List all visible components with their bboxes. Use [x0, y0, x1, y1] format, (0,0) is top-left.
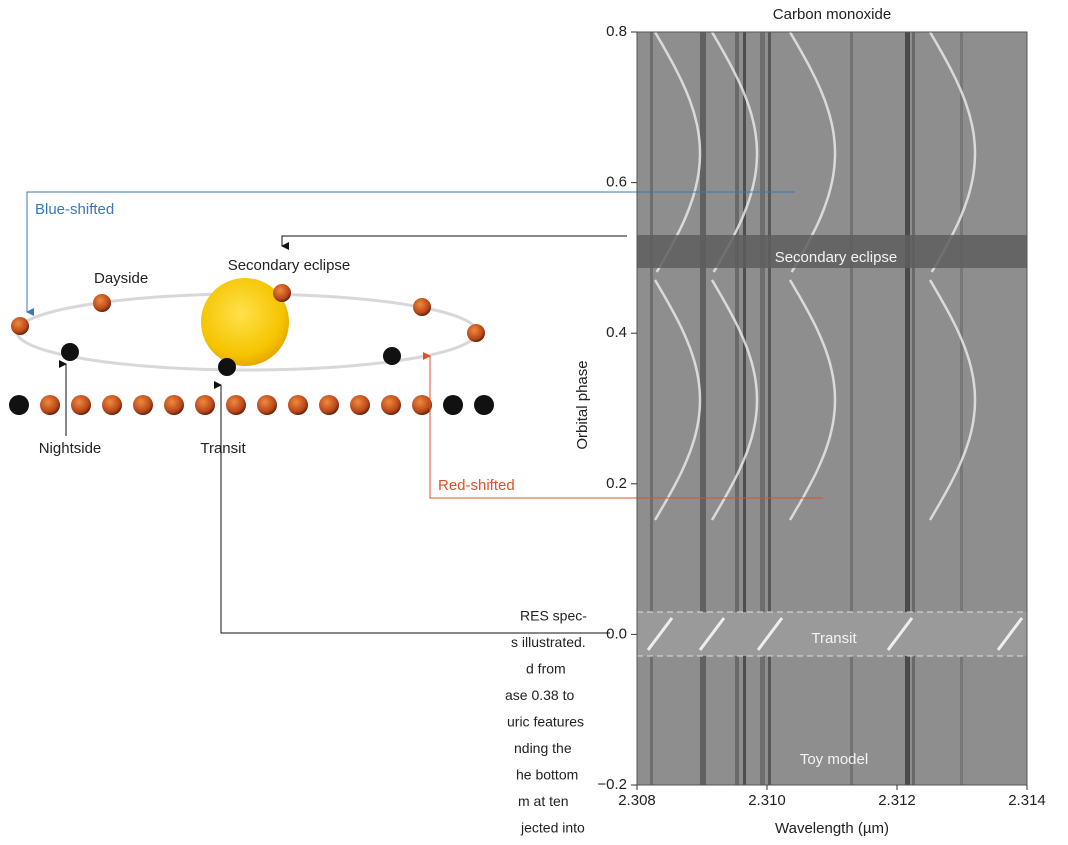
sun: [201, 278, 289, 366]
phase-planet: [133, 395, 153, 415]
phase-planet: [412, 395, 432, 415]
caption-line: uric features: [507, 714, 584, 730]
spectrogram: [637, 32, 1027, 785]
phase-planet: [102, 395, 122, 415]
phase-planet: [381, 395, 401, 415]
x-tick-label: 2.308: [618, 792, 656, 809]
x-tick-label: 2.314: [1008, 792, 1046, 809]
blue-arrow: [26, 191, 795, 316]
absorption-line: [743, 32, 746, 785]
absorption-line: [760, 32, 765, 785]
red-label: Red-shifted: [438, 477, 515, 494]
trail: [788, 279, 837, 521]
transit-streak: [886, 617, 914, 651]
caption-line: he bottom: [516, 767, 578, 783]
caption-line: RES spec-: [520, 608, 587, 624]
x-axis-label: Wavelength (µm): [775, 820, 889, 837]
phase-planet: [319, 395, 339, 415]
x-tick-label: 2.312: [878, 792, 916, 809]
phase-planet: [40, 395, 60, 415]
planet: [273, 284, 291, 302]
eclipse-arrow: [281, 235, 627, 250]
trail: [710, 32, 759, 273]
absorption-line: [700, 32, 706, 785]
eclipse-label: Secondary eclipse: [228, 257, 351, 274]
phase-planet: [9, 395, 29, 415]
dayside-label: Dayside: [94, 270, 148, 287]
red-arrow: [423, 352, 823, 499]
phase-planet: [474, 395, 494, 415]
trail: [928, 32, 977, 273]
blue-label: Blue-shifted: [35, 201, 114, 218]
absorption-line: [850, 32, 853, 785]
phase-planet: [226, 395, 246, 415]
phase-planet: [71, 395, 91, 415]
chart-title: Carbon monoxide: [773, 6, 891, 23]
absorption-line: [735, 32, 739, 785]
trail: [653, 32, 702, 273]
absorption-line: [650, 32, 653, 785]
trail: [710, 279, 759, 521]
y-tick-label: 0.8: [606, 23, 627, 40]
transit-streak: [646, 617, 674, 651]
phase-planet: [288, 395, 308, 415]
planet: [93, 294, 111, 312]
absorption-line: [912, 32, 915, 785]
absorption-line: [960, 32, 963, 785]
annotation: Transit: [811, 630, 857, 647]
absorption-line: [768, 32, 771, 785]
caption-line: s illustrated.: [511, 634, 586, 650]
transit-streak: [698, 617, 726, 651]
plot-frame: [636, 31, 1028, 786]
caption-line: ase 0.38 to: [505, 687, 574, 703]
trail: [788, 32, 837, 273]
caption-line: nding the: [514, 740, 572, 756]
planet: [413, 298, 431, 316]
annotation: Toy model: [800, 751, 868, 768]
diagram: [9, 191, 823, 634]
planet: [467, 324, 485, 342]
y-tick-label: 0.0: [606, 625, 627, 642]
eclipse-band: [637, 235, 1027, 268]
y-tick-label: 0.6: [606, 174, 627, 191]
annotation: Secondary eclipse: [775, 249, 898, 266]
absorption-line: [905, 32, 910, 785]
transit-streak: [756, 617, 784, 651]
trail: [928, 279, 977, 521]
planet: [11, 317, 29, 335]
image-background: [637, 32, 1027, 785]
planet: [218, 358, 236, 376]
y-tick-label: 0.4: [606, 324, 627, 341]
transit-streak: [996, 617, 1024, 651]
phase-planet: [350, 395, 370, 415]
phase-planet: [443, 395, 463, 415]
planet: [383, 347, 401, 365]
caption-line: jected into: [520, 820, 585, 836]
planet: [61, 343, 79, 361]
phase-planet: [195, 395, 215, 415]
caption-line: m at ten: [518, 793, 569, 809]
transit-label: Transit: [200, 440, 246, 457]
y-tick-label: −0.2: [597, 776, 627, 793]
nightside-label: Nightside: [39, 440, 102, 457]
y-axis-label: Orbital phase: [574, 360, 591, 449]
transit-arrow: [214, 381, 610, 634]
phase-planet: [257, 395, 277, 415]
phase-planet: [164, 395, 184, 415]
y-tick-label: 0.2: [606, 475, 627, 492]
x-tick-label: 2.310: [748, 792, 786, 809]
caption-line: d from: [526, 661, 566, 677]
trail: [653, 279, 702, 521]
